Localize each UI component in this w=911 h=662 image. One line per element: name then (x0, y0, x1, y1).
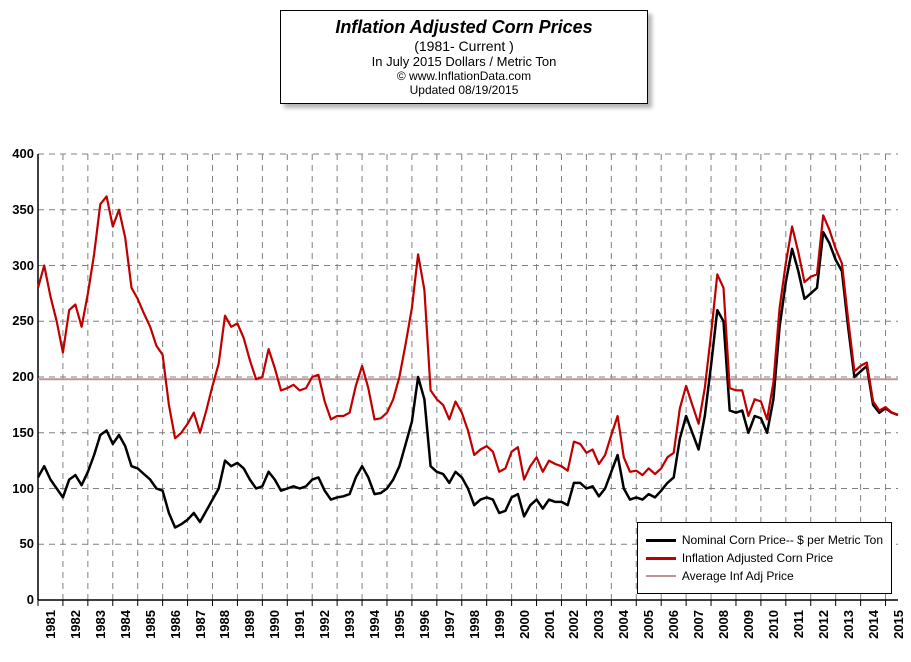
x-tick-label: 1986 (168, 610, 183, 650)
y-tick-label: 400 (4, 146, 34, 161)
y-tick-label: 350 (4, 202, 34, 217)
legend-label: Inflation Adjusted Corn Price (682, 551, 833, 565)
x-tick-label: 1984 (118, 610, 133, 650)
x-tick-label: 1989 (242, 610, 257, 650)
x-tick-label: 2012 (816, 610, 831, 650)
y-tick-label: 150 (4, 425, 34, 440)
x-tick-label: 2015 (891, 610, 906, 650)
x-tick-label: 2003 (591, 610, 606, 650)
x-tick-label: 2013 (841, 610, 856, 650)
legend-item: Average Inf Adj Price (646, 569, 883, 583)
x-tick-label: 1983 (93, 610, 108, 650)
x-tick-label: 1990 (267, 610, 282, 650)
y-tick-label: 300 (4, 258, 34, 273)
x-tick-label: 2005 (641, 610, 656, 650)
legend-swatch (646, 539, 676, 542)
chart-container: Inflation Adjusted Corn Prices (1981- Cu… (0, 0, 911, 662)
y-tick-label: 250 (4, 313, 34, 328)
x-tick-label: 2002 (566, 610, 581, 650)
x-tick-label: 2004 (616, 610, 631, 650)
x-tick-label: 1992 (317, 610, 332, 650)
x-tick-label: 1987 (193, 610, 208, 650)
legend-label: Nominal Corn Price-- $ per Metric Ton (682, 533, 883, 547)
title-main: Inflation Adjusted Corn Prices (289, 17, 639, 38)
x-tick-label: 1997 (442, 610, 457, 650)
x-tick-label: 1995 (392, 610, 407, 650)
x-tick-label: 2011 (791, 610, 806, 650)
x-tick-label: 2007 (691, 610, 706, 650)
legend-swatch (646, 557, 676, 560)
legend-label: Average Inf Adj Price (682, 569, 794, 583)
x-tick-label: 2000 (517, 610, 532, 650)
title-updated: Updated 08/19/2015 (289, 83, 639, 97)
x-tick-label: 1985 (143, 610, 158, 650)
series-inflation-adjusted (38, 196, 898, 479)
legend: Nominal Corn Price-- $ per Metric Ton Inf… (637, 522, 892, 594)
y-tick-label: 50 (4, 536, 34, 551)
legend-item: Nominal Corn Price-- $ per Metric Ton (646, 533, 883, 547)
x-tick-label: 2010 (766, 610, 781, 650)
x-tick-label: 2001 (542, 610, 557, 650)
x-tick-label: 1988 (217, 610, 232, 650)
x-tick-label: 1994 (367, 610, 382, 650)
title-copyright: © www.InflationData.com (289, 69, 639, 83)
x-tick-label: 1999 (492, 610, 507, 650)
legend-item: Inflation Adjusted Corn Price (646, 551, 883, 565)
x-tick-label: 1993 (342, 610, 357, 650)
title-box: Inflation Adjusted Corn Prices (1981- Cu… (280, 10, 648, 104)
x-tick-label: 1996 (417, 610, 432, 650)
title-units: In July 2015 Dollars / Metric Ton (289, 54, 639, 69)
x-tick-label: 2008 (716, 610, 731, 650)
x-tick-label: 2014 (866, 610, 881, 650)
x-tick-label: 2009 (741, 610, 756, 650)
x-tick-label: 1981 (43, 610, 58, 650)
title-range: (1981- Current ) (289, 38, 639, 54)
x-tick-label: 1991 (292, 610, 307, 650)
x-tick-label: 1998 (467, 610, 482, 650)
y-tick-label: 100 (4, 481, 34, 496)
x-tick-label: 1982 (68, 610, 83, 650)
x-tick-label: 2006 (666, 610, 681, 650)
legend-swatch (646, 575, 676, 577)
y-tick-label: 200 (4, 369, 34, 384)
y-tick-label: 0 (4, 592, 34, 607)
